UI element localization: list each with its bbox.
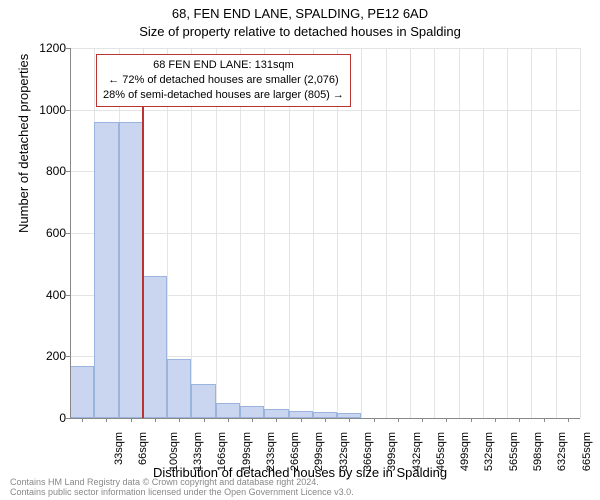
x-tick-label: 233sqm <box>265 432 277 471</box>
y-axis-title: Number of detached properties <box>16 54 31 233</box>
x-tick-label: 565sqm <box>508 432 520 471</box>
x-tick-label: 166sqm <box>216 432 228 471</box>
histogram-bar <box>240 406 264 418</box>
x-tick-label: 33sqm <box>113 432 125 465</box>
y-tick-label: 600 <box>6 226 66 240</box>
y-tick-label: 400 <box>6 288 66 302</box>
chart-title-sub: Size of property relative to detached ho… <box>0 24 600 39</box>
histogram-bar <box>143 276 167 418</box>
x-tick-label: 432sqm <box>411 432 423 471</box>
chart-title-main: 68, FEN END LANE, SPALDING, PE12 6AD <box>0 6 600 21</box>
x-tick-label: 199sqm <box>241 432 253 471</box>
x-tick-label: 465sqm <box>435 432 447 471</box>
property-marker-line <box>142 85 144 418</box>
x-tick-label: 100sqm <box>168 432 180 471</box>
histogram-bar <box>167 359 191 418</box>
x-tick-label: 598sqm <box>532 432 544 471</box>
property-annotation: 68 FEN END LANE: 131sqm← 72% of detached… <box>96 54 351 107</box>
plot-area: 68 FEN END LANE: 131sqm← 72% of detached… <box>70 48 580 418</box>
y-tick-label: 1000 <box>6 103 66 117</box>
x-tick-label: 66sqm <box>137 432 149 465</box>
annotation-line: 28% of semi-detached houses are larger (… <box>103 88 344 103</box>
footer-line2: Contains public sector information licen… <box>10 488 354 498</box>
x-tick-label: 632sqm <box>556 432 568 471</box>
x-tick-label: 266sqm <box>289 432 301 471</box>
y-tick-label: 0 <box>6 411 66 425</box>
x-tick-label: 499sqm <box>459 432 471 471</box>
annotation-line: 68 FEN END LANE: 131sqm <box>103 58 344 73</box>
y-tick-label: 1200 <box>6 41 66 55</box>
x-tick-label: 665sqm <box>581 432 593 471</box>
histogram-bar <box>119 122 143 418</box>
histogram-bar <box>70 366 94 418</box>
histogram-bar <box>264 409 288 418</box>
x-tick-label: 532sqm <box>484 432 496 471</box>
histogram-bar <box>216 403 240 418</box>
y-tick-label: 800 <box>6 164 66 178</box>
y-tick-label: 200 <box>6 349 66 363</box>
histogram-bar <box>289 411 313 418</box>
x-tick-label: 399sqm <box>386 432 398 471</box>
x-tick-label: 366sqm <box>362 432 374 471</box>
footer-attribution: Contains HM Land Registry data © Crown c… <box>10 478 354 498</box>
histogram-bar <box>94 122 118 418</box>
x-tick-label: 299sqm <box>314 432 326 471</box>
x-tick-label: 332sqm <box>338 432 350 471</box>
x-tick-label: 133sqm <box>192 432 204 471</box>
annotation-line: ← 72% of detached houses are smaller (2,… <box>103 73 344 88</box>
histogram-bar <box>191 384 215 418</box>
chart-container: 68, FEN END LANE, SPALDING, PE12 6AD Siz… <box>0 0 600 500</box>
